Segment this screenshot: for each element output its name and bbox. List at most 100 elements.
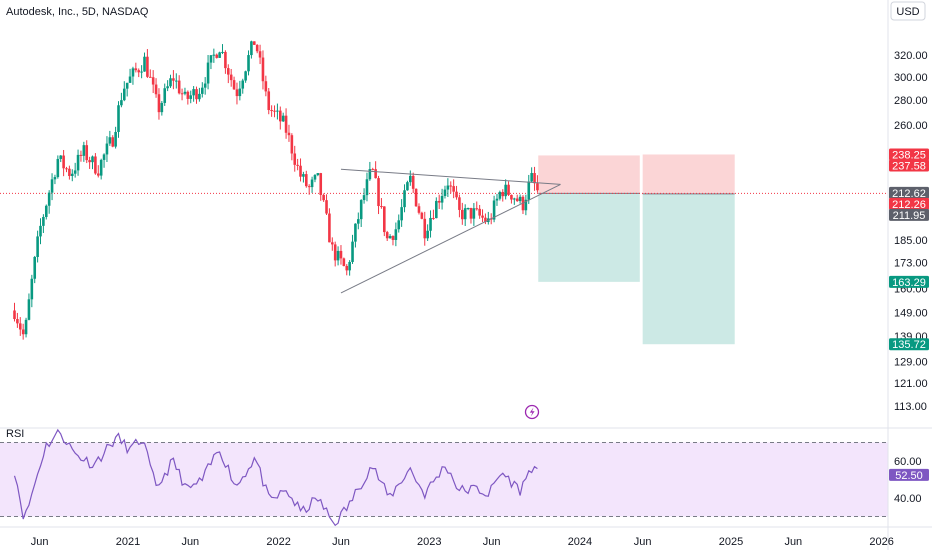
candle <box>530 167 533 183</box>
candle <box>252 41 256 45</box>
candle <box>455 185 458 200</box>
candle <box>198 87 201 102</box>
y-tick-label: 149.00 <box>894 308 928 320</box>
candle <box>351 234 354 264</box>
x-tick-label: 2025 <box>719 536 743 548</box>
price-badge: 238.25 <box>889 148 929 161</box>
candle <box>403 184 406 213</box>
flash-icon[interactable] <box>524 404 540 420</box>
candle <box>36 230 39 263</box>
rsi-line <box>13 428 538 527</box>
candle <box>73 162 77 178</box>
candle <box>394 222 398 247</box>
candle <box>131 66 135 85</box>
candle <box>33 255 37 284</box>
candle <box>475 201 479 211</box>
y-tick-label: 113.00 <box>894 401 927 413</box>
candle <box>172 70 175 90</box>
currency-button[interactable]: USD <box>890 1 926 21</box>
candle <box>469 207 473 224</box>
candle <box>518 194 522 204</box>
candle <box>68 165 71 180</box>
candle <box>270 105 273 117</box>
candle <box>342 257 346 267</box>
candle <box>218 51 221 58</box>
candle <box>258 44 262 65</box>
price-plot[interactable] <box>0 40 888 345</box>
candle <box>371 167 375 171</box>
candle <box>299 158 302 182</box>
candle <box>443 185 447 199</box>
svg-text:237.58: 237.58 <box>892 160 926 172</box>
svg-text:211.95: 211.95 <box>893 210 926 222</box>
candle <box>108 130 112 146</box>
y-tick-label: 300.00 <box>894 72 928 84</box>
candle <box>380 198 383 209</box>
candle <box>267 87 271 115</box>
candle <box>154 78 158 98</box>
candle <box>463 204 467 226</box>
candle <box>85 140 89 164</box>
candle <box>18 317 22 336</box>
candle <box>354 223 357 248</box>
candle <box>241 78 245 94</box>
candle <box>406 180 409 191</box>
candle <box>359 199 363 227</box>
candle <box>27 293 31 321</box>
candle <box>435 197 438 219</box>
candle <box>278 106 282 130</box>
candle <box>189 90 193 104</box>
candle <box>437 194 441 210</box>
triangle-lower-line[interactable] <box>340 183 561 294</box>
candle <box>458 194 461 218</box>
candle <box>362 188 366 204</box>
candle <box>53 174 57 185</box>
candle <box>357 212 360 230</box>
candle <box>21 323 25 340</box>
candle <box>203 77 207 95</box>
candle <box>226 64 230 84</box>
candle <box>169 74 172 88</box>
candle <box>385 230 389 241</box>
candle <box>30 274 34 308</box>
candle <box>70 169 74 182</box>
candle <box>111 135 115 148</box>
x-tick-label: Jun <box>332 536 350 548</box>
x-tick-label: 2021 <box>116 536 140 548</box>
candle <box>472 203 476 226</box>
price-badge: 135.72 <box>889 338 929 351</box>
candle <box>498 190 502 201</box>
candle <box>128 68 132 84</box>
candle <box>466 207 470 211</box>
candle <box>143 52 146 72</box>
rsi-label: RSI <box>6 428 24 440</box>
candle <box>212 48 216 63</box>
candle <box>507 181 510 196</box>
candle <box>50 173 54 201</box>
candle <box>47 190 51 214</box>
candle <box>325 194 328 216</box>
candle <box>125 82 129 97</box>
x-tick-label: 2024 <box>568 536 592 548</box>
triangle-upper-line[interactable] <box>340 168 561 185</box>
candle <box>88 156 91 169</box>
x-tick-label: Jun <box>31 536 49 548</box>
candle <box>336 246 340 266</box>
candle <box>195 86 198 104</box>
candle <box>331 237 334 251</box>
candle <box>302 171 305 183</box>
rsi-value-badge: 52.50 <box>889 468 929 482</box>
candle <box>310 176 314 193</box>
x-tick-label: Jun <box>784 536 802 548</box>
x-tick-label: Jun <box>634 536 652 548</box>
candles <box>13 40 539 340</box>
candle <box>333 241 337 267</box>
candle <box>501 189 505 202</box>
candle <box>94 153 97 175</box>
svg-text:212.26: 212.26 <box>892 199 926 211</box>
candle <box>221 44 224 55</box>
candle <box>151 70 155 94</box>
candle <box>313 174 317 183</box>
